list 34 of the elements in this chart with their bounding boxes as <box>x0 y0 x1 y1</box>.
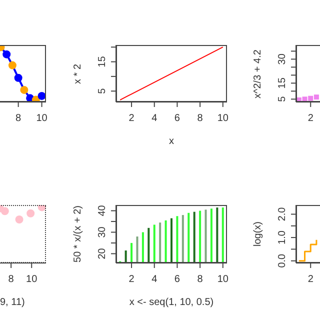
x-tick-label: 2 <box>128 113 135 124</box>
x-tick-label: 10 <box>217 113 229 124</box>
y-axis-title: x^2/3 + 4.2 <box>252 49 264 98</box>
x-tick-label: 2 <box>308 274 314 285</box>
x-tick-label: 4 <box>152 113 158 124</box>
y-tick-label: 2.0 <box>277 206 288 222</box>
y-axis-title: 50 * x/(x + 2) <box>72 206 84 262</box>
x-tick-label: 10 <box>217 274 229 285</box>
y-tick-label: 30 <box>97 226 108 238</box>
x-tick-label: 4 <box>152 274 158 285</box>
y-axis-title: log(x) <box>252 221 264 247</box>
x-tick-label: 8 <box>197 113 204 124</box>
y-tick-label: 0.0 <box>277 253 288 268</box>
x-tick-label: 10 <box>36 113 48 124</box>
x-tick-label: 2 <box>128 274 135 285</box>
y-tick-label: 40 <box>97 204 108 216</box>
y-axis-title: x * 2 <box>72 63 84 84</box>
x-tick-label: 6 <box>174 113 180 124</box>
x-tick-label: 10 <box>26 274 38 285</box>
y-tick-label: 15 <box>97 56 108 68</box>
x-tick-label: 6 <box>174 274 180 285</box>
y-tick-label: 30 <box>277 53 288 65</box>
x-axis-title: x <- seq(1, 10, 0.5) <box>129 297 214 308</box>
y-tick-label: 1.0 <box>277 230 288 244</box>
x-tick-label: 8 <box>197 274 204 285</box>
y-tick-label: 5 <box>277 96 288 102</box>
x-tick-label: 8 <box>16 113 22 124</box>
x-axis-title: x <box>169 136 174 147</box>
y-tick-label: 5 <box>97 88 108 94</box>
y-tick-label: 20 <box>97 248 108 260</box>
x-tick-label: 8 <box>8 274 14 285</box>
x-tick-label: 2 <box>308 113 314 124</box>
y-tick-label: 15 <box>277 77 288 89</box>
x-axis-title: 9, 11) <box>0 297 25 308</box>
